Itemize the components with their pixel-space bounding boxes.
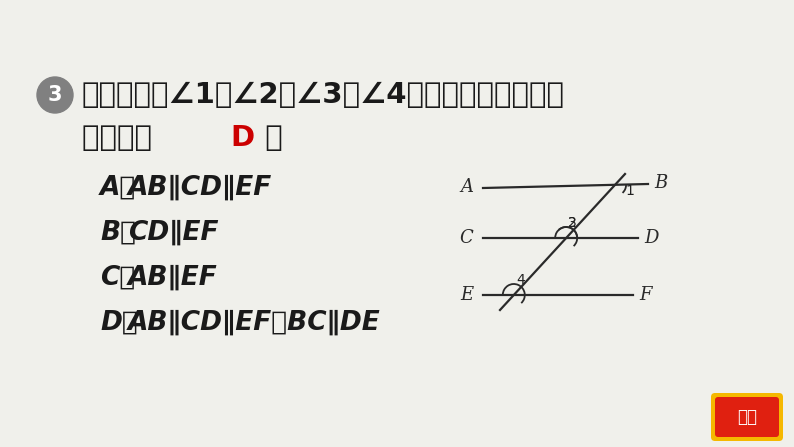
Text: 返回: 返回 [737,408,757,426]
Text: CD∥EF: CD∥EF [128,220,218,246]
Text: 3: 3 [569,216,577,231]
Text: 4: 4 [516,274,525,287]
Text: C．: C． [100,265,135,291]
Text: E: E [460,286,473,304]
FancyBboxPatch shape [711,393,783,441]
Text: 1: 1 [625,185,634,198]
Text: A．: A． [100,175,137,201]
Text: D: D [644,229,658,247]
Text: ）: ） [245,124,283,152]
Text: C: C [459,229,473,247]
Text: 3: 3 [48,85,62,105]
Text: B: B [654,174,667,192]
Text: D: D [230,124,254,152]
Text: B．: B． [100,220,136,246]
Text: D．: D． [100,310,137,336]
Text: 直线是（: 直线是（ [82,124,172,152]
Text: 2: 2 [569,216,577,231]
Circle shape [37,77,73,113]
Text: AB∥CD∥EF: AB∥CD∥EF [128,175,272,201]
Text: F: F [639,286,652,304]
Text: 如图，已知∠1＝∠2＝∠3＝∠4，则图中所有平行的: 如图，已知∠1＝∠2＝∠3＝∠4，则图中所有平行的 [82,81,565,109]
FancyBboxPatch shape [715,397,779,437]
Text: AB∥CD∥EF，BC∥DE: AB∥CD∥EF，BC∥DE [128,310,381,336]
Text: AB∥EF: AB∥EF [128,265,218,291]
Text: A: A [460,178,473,196]
